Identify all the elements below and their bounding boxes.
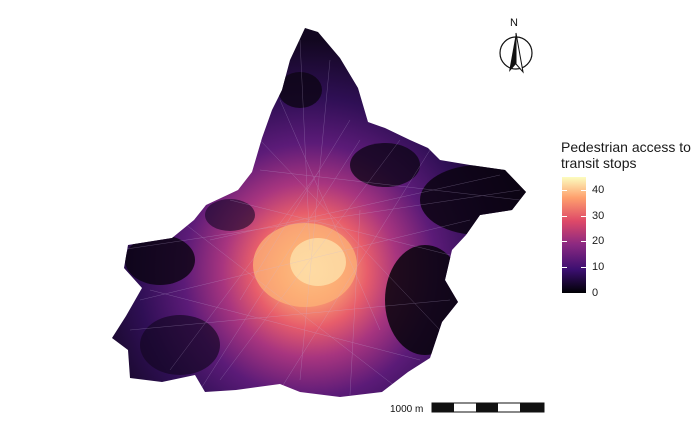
legend-colorbar (562, 177, 586, 293)
legend-tick-label: 0 (592, 287, 599, 299)
legend-tick-mark (581, 241, 586, 243)
north-label: N (510, 17, 518, 29)
legend-tick-mark (581, 293, 586, 294)
legend-tick-mark (562, 241, 567, 243)
legend-tick-mark (581, 215, 586, 217)
legend-title: Pedestrian access to transit stops (561, 139, 691, 171)
legend-tick-mark (562, 293, 567, 294)
north-arrow-icon (499, 32, 533, 74)
heatmap-region (112, 28, 526, 397)
legend-tick-mark (581, 267, 586, 269)
legend-tick-label: 30 (592, 209, 605, 222)
scale-bar-label: 1000 m (390, 404, 424, 415)
legend-tick-mark (562, 267, 567, 269)
legend-tick-mark (562, 215, 567, 217)
legend-tick-label: 40 (592, 183, 605, 196)
legend-tick-label: 10 (592, 261, 605, 274)
legend-tick-mark (562, 189, 567, 191)
legend-tick-mark (581, 189, 586, 191)
legend-tick-label: 20 (592, 235, 605, 248)
scale-bar (431, 402, 545, 413)
